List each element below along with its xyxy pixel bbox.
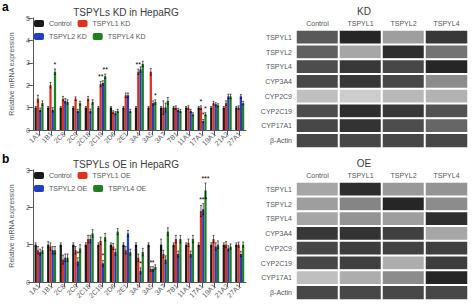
svg-text:2C8: 2C8 xyxy=(53,130,67,144)
svg-text:11A1: 11A1 xyxy=(175,282,192,299)
svg-text:27A1: 27A1 xyxy=(226,130,243,147)
svg-text:TSPYL4 KD: TSPYL4 KD xyxy=(108,33,146,40)
svg-text:3A7: 3A7 xyxy=(153,282,167,296)
svg-text:3A4: 3A4 xyxy=(128,282,142,296)
svg-text:*: * xyxy=(200,98,203,105)
svg-text:Control: Control xyxy=(49,20,72,27)
svg-text:TSPYL2: TSPYL2 xyxy=(266,201,292,208)
svg-text:1A1: 1A1 xyxy=(28,282,42,296)
svg-text:**: ** xyxy=(98,73,104,80)
svg-text:1: 1 xyxy=(26,104,30,111)
svg-text:2: 2 xyxy=(26,204,30,211)
svg-text:1B1: 1B1 xyxy=(40,130,54,144)
svg-text:*: * xyxy=(202,111,205,118)
svg-text:CYP2C19: CYP2C19 xyxy=(261,260,292,267)
svg-text:TSPYL1 OE: TSPYL1 OE xyxy=(93,172,131,179)
svg-text:***: *** xyxy=(201,175,209,182)
svg-text:CYP17A1: CYP17A1 xyxy=(261,122,292,129)
svg-text:17A1: 17A1 xyxy=(188,282,205,299)
svg-text:21A2: 21A2 xyxy=(213,282,230,299)
svg-text:2D6: 2D6 xyxy=(103,282,117,296)
svg-text:TSPYL2 OE: TSPYL2 OE xyxy=(49,185,87,192)
svg-text:TSPYL4: TSPYL4 xyxy=(433,20,459,27)
svg-text:TSPYL1 KD: TSPYL1 KD xyxy=(93,20,131,27)
svg-text:*: * xyxy=(76,250,79,257)
svg-text:1: 1 xyxy=(26,241,30,248)
svg-text:*: * xyxy=(204,105,207,112)
svg-text:OE: OE xyxy=(357,158,372,169)
svg-text:*: * xyxy=(152,259,155,266)
svg-text:*: * xyxy=(154,92,157,99)
svg-text:7B1: 7B1 xyxy=(165,130,180,145)
svg-text:2C19: 2C19 xyxy=(87,282,104,299)
svg-text:**: ** xyxy=(102,66,108,73)
svg-text:5: 5 xyxy=(26,15,30,22)
svg-text:3A5: 3A5 xyxy=(141,282,155,296)
svg-text:TSPYL4 OE: TSPYL4 OE xyxy=(108,185,146,192)
svg-text:**: ** xyxy=(136,61,142,68)
svg-text:1B1: 1B1 xyxy=(40,282,54,296)
svg-text:TSPYL1: TSPYL1 xyxy=(266,34,292,41)
svg-text:CYP3A4: CYP3A4 xyxy=(265,78,292,85)
svg-text:CYP2C9: CYP2C9 xyxy=(265,245,292,252)
svg-text:***: *** xyxy=(199,196,207,203)
svg-text:*: * xyxy=(54,61,57,68)
svg-text:TSPYL4: TSPYL4 xyxy=(433,172,459,179)
svg-text:2C9: 2C9 xyxy=(65,282,80,297)
svg-text:a: a xyxy=(2,0,9,14)
svg-text:7B1: 7B1 xyxy=(165,282,180,297)
svg-text:TSPYLs KD in HepaRG: TSPYLs KD in HepaRG xyxy=(73,7,179,18)
svg-text:2C18: 2C18 xyxy=(74,130,92,148)
svg-text:TSPYL2: TSPYL2 xyxy=(390,172,416,179)
svg-text:2C18: 2C18 xyxy=(74,282,92,300)
svg-text:21A2: 21A2 xyxy=(213,130,230,147)
svg-text:Relative mRNA expression: Relative mRNA expression xyxy=(8,32,16,115)
svg-text:Control: Control xyxy=(306,20,329,27)
svg-text:2C9: 2C9 xyxy=(65,130,80,145)
svg-text:Control: Control xyxy=(306,172,329,179)
svg-text:TSPYL2 KD: TSPYL2 KD xyxy=(49,33,87,40)
svg-text:TSPYL4: TSPYL4 xyxy=(266,63,292,70)
svg-text:*: * xyxy=(139,260,142,267)
svg-text:*: * xyxy=(102,252,105,259)
svg-text:0: 0 xyxy=(26,127,30,134)
svg-text:CYP3A4: CYP3A4 xyxy=(265,230,292,237)
svg-text:11A1: 11A1 xyxy=(175,130,192,147)
svg-text:19A1: 19A1 xyxy=(200,130,218,147)
svg-text:CYP2C19: CYP2C19 xyxy=(261,108,292,115)
svg-text:β-Actin: β-Actin xyxy=(270,289,292,297)
svg-text:2: 2 xyxy=(26,82,30,89)
svg-text:2E1: 2E1 xyxy=(116,282,130,296)
svg-text:CYP17A1: CYP17A1 xyxy=(261,274,292,281)
svg-text:β-Actin: β-Actin xyxy=(270,137,292,145)
svg-text:CYP2C9: CYP2C9 xyxy=(265,93,292,100)
svg-text:4: 4 xyxy=(26,37,30,44)
svg-text:b: b xyxy=(2,152,9,166)
svg-text:3A7: 3A7 xyxy=(153,130,167,144)
svg-text:19A1: 19A1 xyxy=(200,282,218,299)
svg-text:2C19: 2C19 xyxy=(87,130,104,147)
svg-text:TSPYL1: TSPYL1 xyxy=(347,20,373,27)
svg-text:Control: Control xyxy=(49,172,72,179)
svg-text:TSPYLs OE in HepaRG: TSPYLs OE in HepaRG xyxy=(73,159,179,170)
svg-text:TSPYL4: TSPYL4 xyxy=(266,215,292,222)
svg-text:TSPYL1: TSPYL1 xyxy=(347,172,373,179)
svg-text:17A1: 17A1 xyxy=(188,130,205,147)
svg-text:3: 3 xyxy=(26,167,30,174)
svg-text:2C8: 2C8 xyxy=(53,282,67,296)
svg-text:0: 0 xyxy=(26,279,30,286)
svg-text:2D6: 2D6 xyxy=(103,130,117,144)
svg-text:TSPYL2: TSPYL2 xyxy=(390,20,416,27)
svg-text:3A4: 3A4 xyxy=(128,130,142,144)
svg-text:1A1: 1A1 xyxy=(28,130,42,144)
svg-text:KD: KD xyxy=(357,6,371,17)
svg-text:2E1: 2E1 xyxy=(116,130,130,144)
svg-text:TSPYL1: TSPYL1 xyxy=(266,186,292,193)
svg-text:TSPYL2: TSPYL2 xyxy=(266,49,292,56)
svg-text:Relative mRNA expression: Relative mRNA expression xyxy=(8,184,16,267)
svg-text:3: 3 xyxy=(26,59,30,66)
svg-text:3A5: 3A5 xyxy=(141,130,155,144)
svg-text:27A1: 27A1 xyxy=(226,282,243,299)
